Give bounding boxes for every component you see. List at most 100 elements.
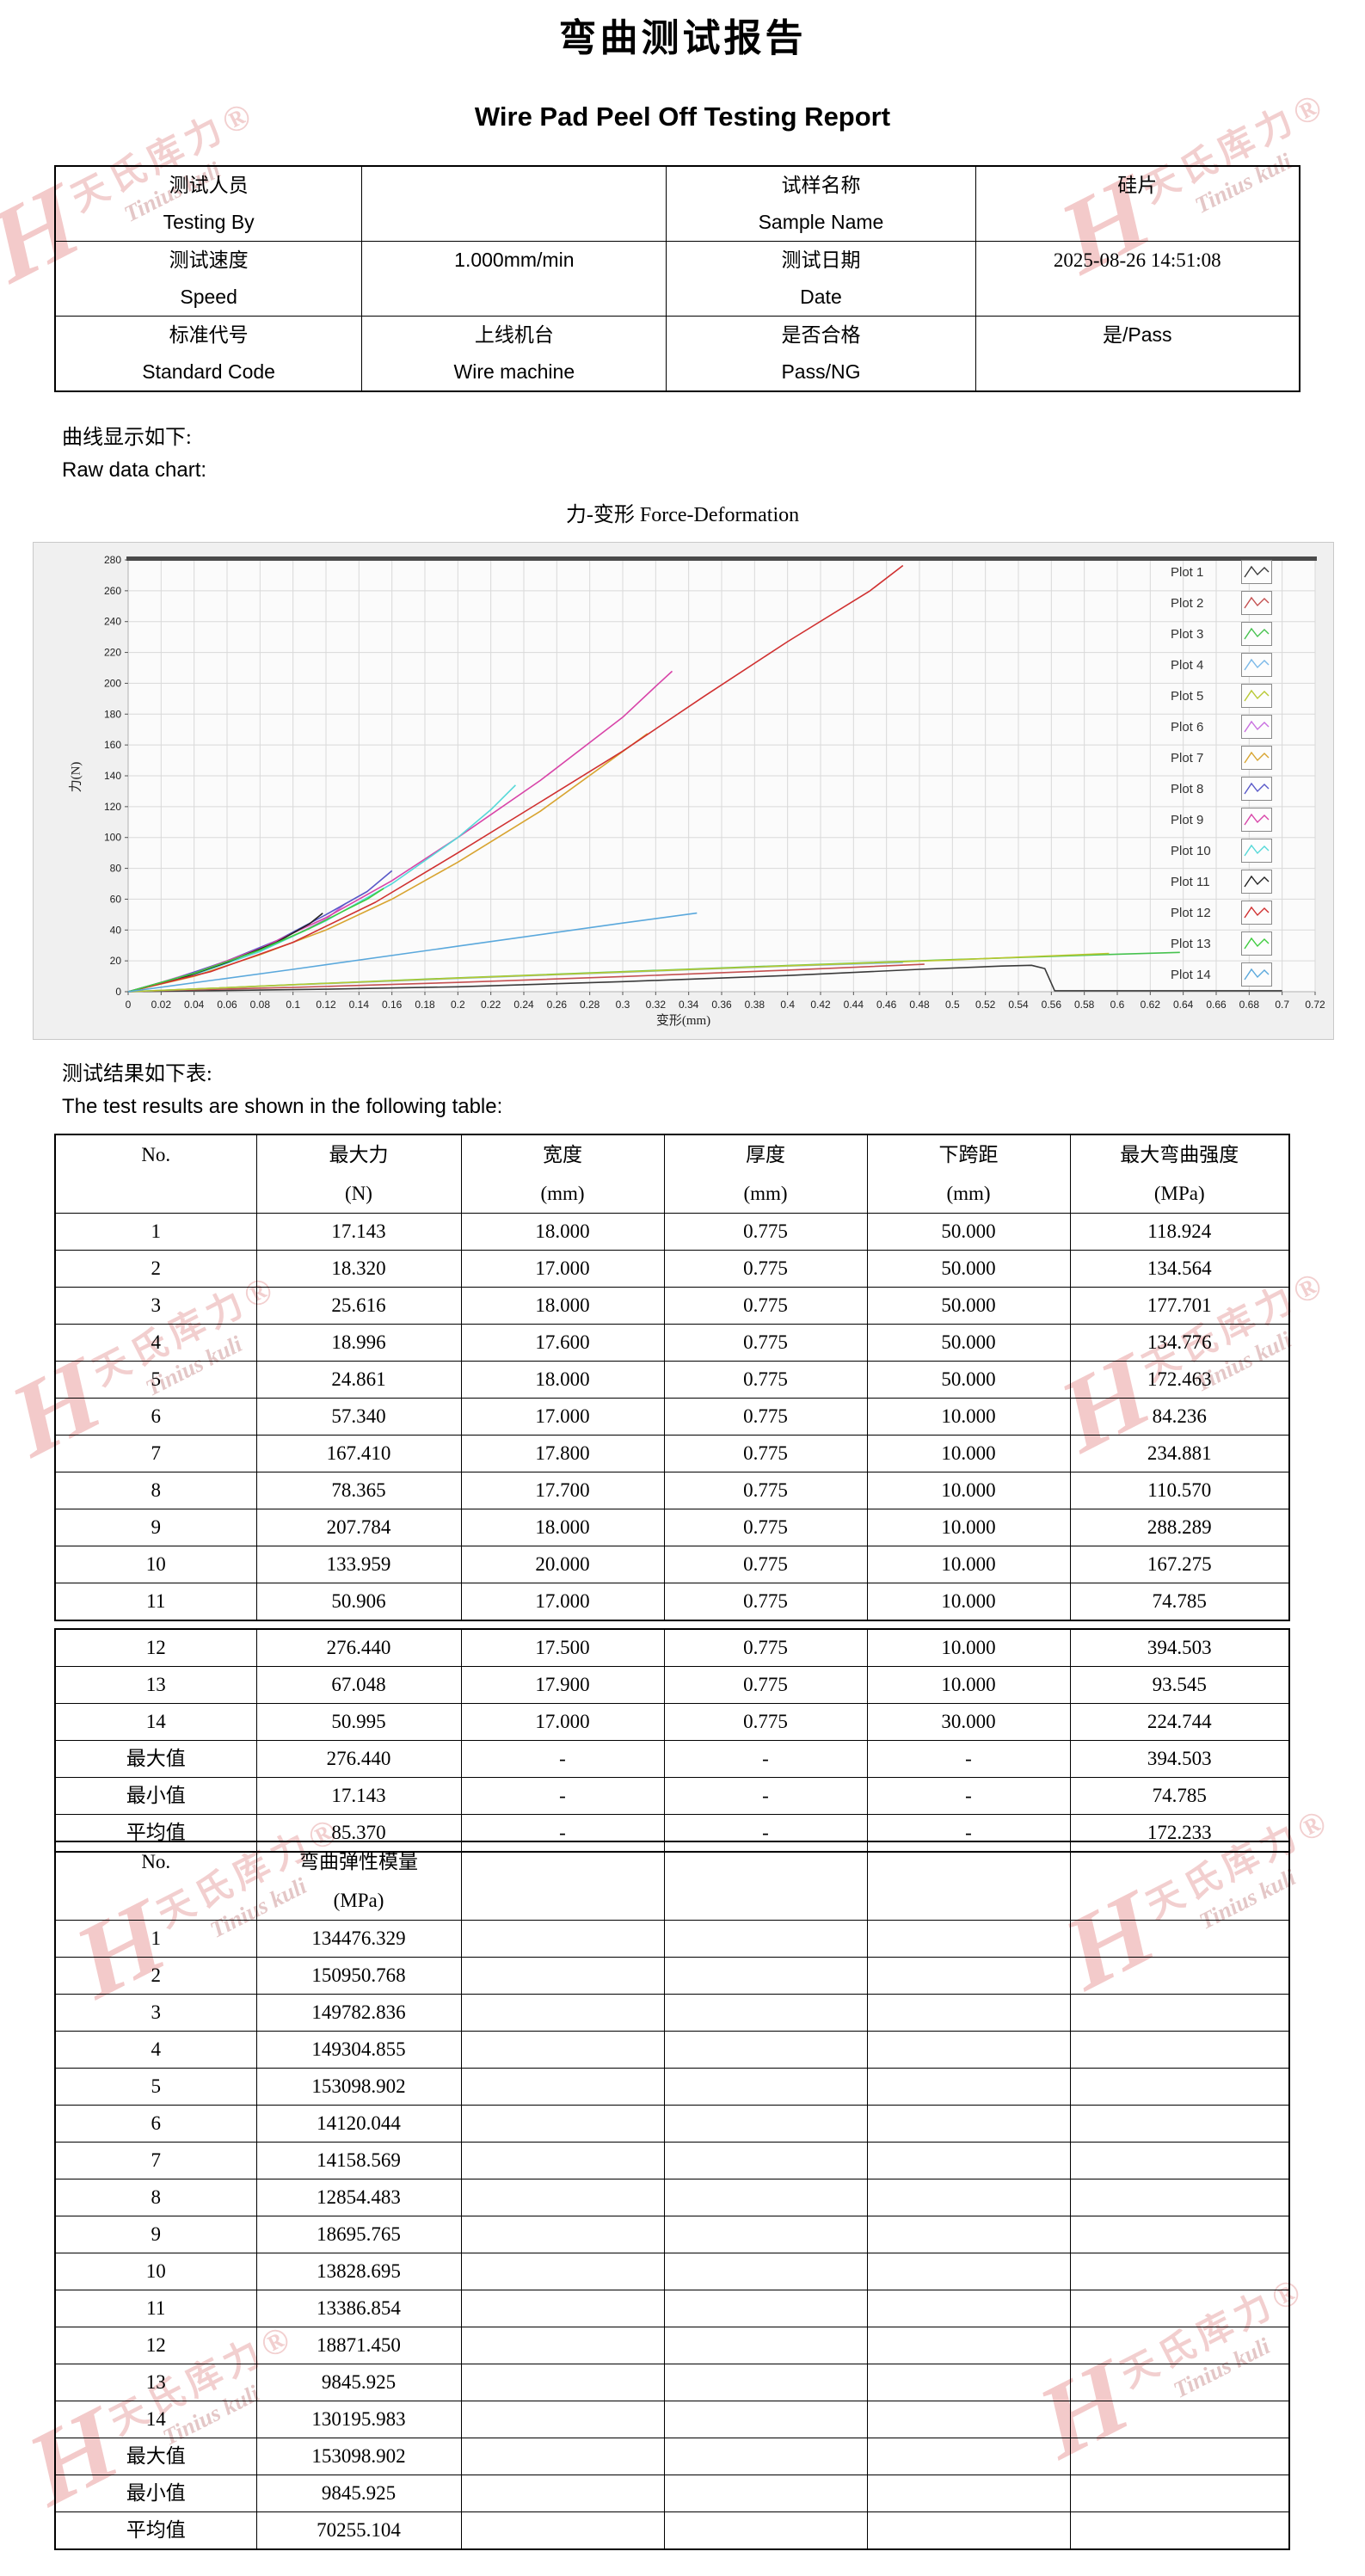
table-cell: [460, 2364, 665, 2401]
info-cell: 测试人员 Testing By: [54, 165, 363, 242]
table-cell: [663, 2290, 868, 2327]
table-cell: 50.000: [866, 1361, 1071, 1399]
table-cell: 394.503: [1069, 1740, 1290, 1778]
x-tick-label: 0.38: [745, 999, 766, 1011]
zigzag-line: [1244, 720, 1270, 733]
x-tick-label: 0.68: [1239, 999, 1260, 1011]
force-deformation-chart: 0 0.02 0.04 0.06 0.08 0.1 0.12 0.14 0.16 0.18 0.2 0…: [33, 542, 1334, 1040]
info-cell: 是否合格 Pass/NG: [666, 316, 976, 392]
table-cell: 234.881: [1069, 1435, 1290, 1472]
legend-swatch-icon: [1241, 901, 1272, 925]
table-cell: -: [460, 1777, 665, 1815]
y-tick-label: 60: [110, 893, 122, 905]
header-line-2: (mm): [540, 1183, 585, 1204]
zigzag-line: [1244, 627, 1270, 640]
table-cell: 7: [54, 2142, 257, 2179]
legend-label: Plot 1: [1171, 564, 1204, 580]
table-cell: 18695.765: [255, 2216, 462, 2253]
table-row: 9 18695.765: [54, 2216, 1290, 2253]
info-cell-line: 测试速度: [169, 249, 249, 271]
header-line-2: [868, 1881, 1069, 1920]
y-tick-label: 280: [104, 554, 121, 566]
table-cell: 最小值: [54, 2475, 257, 2512]
x-tick-label: 0.26: [547, 999, 568, 1011]
results-note-en: The test results are shown in the follow…: [62, 1095, 503, 1118]
table-cell: 0.775: [663, 1398, 868, 1436]
zigzag-line: [1244, 813, 1270, 826]
legend-item: Plot 12: [1171, 897, 1272, 928]
table-cell: 17.900: [460, 1666, 665, 1704]
legend-label: Plot 3: [1171, 626, 1204, 642]
x-tick-label: 0.54: [1008, 999, 1029, 1011]
table-cell: 70255.104: [255, 2511, 462, 2550]
table-row: 3 25.616 18.000 0.775 50.000 177.701: [54, 1287, 1290, 1325]
table-row: 8 78.365 17.700 0.775 10.000 110.570: [54, 1472, 1290, 1509]
table-cell: [866, 2105, 1071, 2143]
table-cell: [866, 2142, 1071, 2179]
info-cell-line: 标准代号: [169, 324, 249, 346]
table-cell: 207.784: [255, 1509, 462, 1546]
table-cell: 276.440: [255, 1740, 462, 1778]
legend-label: Plot 11: [1171, 874, 1210, 889]
table-cell: [663, 2475, 868, 2512]
table-cell: 14120.044: [255, 2105, 462, 2143]
table-row: 10 13828.695: [54, 2253, 1290, 2290]
header-cell: 最大力 (N): [255, 1134, 462, 1214]
table-cell: [1069, 2253, 1290, 2290]
zigzag-line-icon: [1244, 968, 1270, 981]
header-line-2: [665, 1881, 866, 1920]
series-plot-9: [127, 670, 673, 993]
info-cell-line: 是/Pass: [1103, 323, 1172, 346]
table-cell: [1069, 2179, 1290, 2216]
info-cell: 上线机台 Wire machine: [361, 316, 667, 392]
table-cell: 0.775: [663, 1583, 868, 1621]
info-cell-line: Speed: [180, 286, 237, 308]
x-tick-label: 0.14: [349, 999, 370, 1011]
table-cell: 50.000: [866, 1213, 1071, 1251]
info-cell-line: Pass/NG: [781, 360, 861, 383]
legend-item: Plot 1: [1171, 556, 1272, 587]
report-title-en: Wire Pad Peel Off Testing Report: [474, 101, 891, 132]
table-row: 10 133.959 20.000 0.775 10.000 167.275: [54, 1546, 1290, 1583]
y-tick-label: 40: [110, 924, 122, 936]
table-cell: [663, 2031, 868, 2069]
table-cell: -: [866, 1740, 1071, 1778]
table-cell: [460, 2031, 665, 2069]
table-cell: 133.959: [255, 1546, 462, 1583]
table-cell: 0.775: [663, 1666, 868, 1704]
table-cell: [460, 2511, 665, 2550]
x-tick-label: 0.24: [513, 999, 534, 1011]
zigzag-line-icon: [1244, 751, 1270, 764]
zigzag-line-icon: [1244, 844, 1270, 857]
table-cell: 118.924: [1069, 1213, 1290, 1251]
header-line-1: [868, 1842, 1069, 1881]
zigzag-line-icon: [1244, 658, 1270, 671]
table-cell: 10.000: [866, 1509, 1071, 1546]
table-cell: 10: [54, 1546, 257, 1583]
legend-swatch-icon: [1241, 808, 1272, 832]
table-cell: [663, 2327, 868, 2364]
table-cell: 13828.695: [255, 2253, 462, 2290]
table-cell: 93.545: [1069, 1666, 1290, 1704]
header-line-2: [1071, 1881, 1288, 1920]
legend-item: Plot 4: [1171, 649, 1272, 680]
table-row: 12 276.440 17.500 0.775 10.000 394.503: [54, 1628, 1290, 1667]
zigzag-line-icon: [1244, 937, 1270, 950]
table-cell: 50.000: [866, 1324, 1071, 1362]
curve-note-cn: 曲线显示如下:: [62, 427, 192, 449]
info-row: 标准代号 Standard Code 上线机台 Wire machine 是否合格 Pas…: [54, 316, 1300, 392]
table-cell: 5: [54, 1361, 257, 1399]
table-cell: 134476.329: [255, 1920, 462, 1958]
table-cell: 78.365: [255, 1472, 462, 1509]
info-row: 测试人员 Testing By 试样名称 Sample Name 硅片: [54, 165, 1300, 242]
header-line-2: [56, 1174, 255, 1213]
header-cell: No.: [54, 1134, 257, 1214]
table-cell: 11: [54, 1583, 257, 1621]
y-tick-label: 80: [110, 863, 122, 875]
y-tick-label: 180: [104, 708, 121, 720]
y-tick-label: 0: [115, 986, 121, 998]
results-table: No. 最大力 (N) 宽度 (mm) 厚度 (mm) 下跨距 (mm) 最大弯曲强度 (MPa) 1…: [54, 1134, 1290, 1621]
table-cell: [663, 1920, 868, 1958]
header-line-1: 最大弯曲强度: [1120, 1144, 1239, 1165]
